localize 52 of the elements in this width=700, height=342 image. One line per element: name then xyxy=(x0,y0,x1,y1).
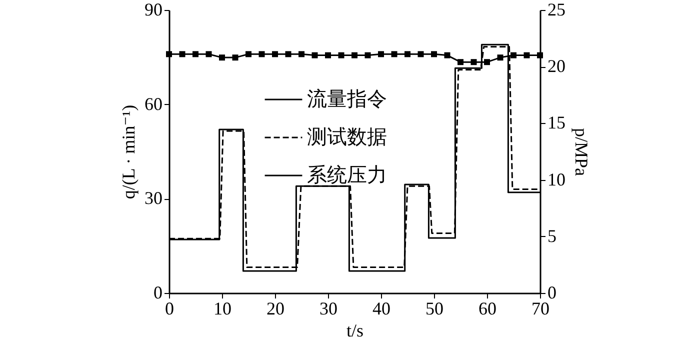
y2-axis-title: p/MPa xyxy=(572,128,592,176)
point xyxy=(179,51,186,58)
y-tick-label: 90 xyxy=(144,0,162,20)
point xyxy=(364,52,371,58)
y2-tick-label: 15 xyxy=(548,112,566,133)
point xyxy=(298,51,304,58)
x-tick-label: 60 xyxy=(478,298,496,318)
point xyxy=(232,54,238,61)
point xyxy=(325,52,331,58)
point xyxy=(192,51,198,58)
point xyxy=(510,52,516,58)
point xyxy=(444,52,450,58)
point xyxy=(312,52,318,58)
point xyxy=(352,52,358,58)
point xyxy=(497,54,504,61)
y2-tick-label: 5 xyxy=(548,226,556,246)
point xyxy=(166,51,172,58)
y2-tick-label: 10 xyxy=(548,169,566,190)
point xyxy=(338,52,344,58)
x-tick-label: 70 xyxy=(532,298,550,318)
y2-tick-label: 25 xyxy=(548,0,566,20)
y-tick-label: 30 xyxy=(144,188,162,208)
point xyxy=(219,54,225,61)
point xyxy=(484,59,490,66)
point xyxy=(470,59,477,66)
point xyxy=(391,51,398,58)
legend-label: 流量指令 xyxy=(307,88,387,110)
y2-tick-label: 0 xyxy=(548,282,556,302)
point xyxy=(378,51,384,58)
point xyxy=(258,51,265,58)
x-tick-label: 40 xyxy=(372,298,390,318)
y-axis-title: q/(L · min⁻¹) xyxy=(118,104,138,200)
point xyxy=(537,52,543,58)
legend-label: 测试数据 xyxy=(307,126,387,148)
point xyxy=(431,51,437,58)
point xyxy=(418,51,424,58)
point xyxy=(246,51,252,58)
y-tick-label: 0 xyxy=(154,282,162,302)
point xyxy=(285,51,292,58)
y-tick-label: 60 xyxy=(144,94,162,114)
y2-tick-label: 20 xyxy=(548,56,566,76)
legend-label: 系统压力 xyxy=(307,164,387,186)
point xyxy=(206,51,212,58)
point xyxy=(272,51,278,58)
x-tick-label: 20 xyxy=(266,298,284,318)
point xyxy=(404,51,410,58)
x-tick-label: 50 xyxy=(426,298,444,318)
x-tick-label: 30 xyxy=(320,298,338,318)
x-tick-label: 10 xyxy=(214,298,232,318)
point xyxy=(524,52,530,58)
x-axis-title: t/s xyxy=(346,320,364,340)
point xyxy=(458,59,464,66)
